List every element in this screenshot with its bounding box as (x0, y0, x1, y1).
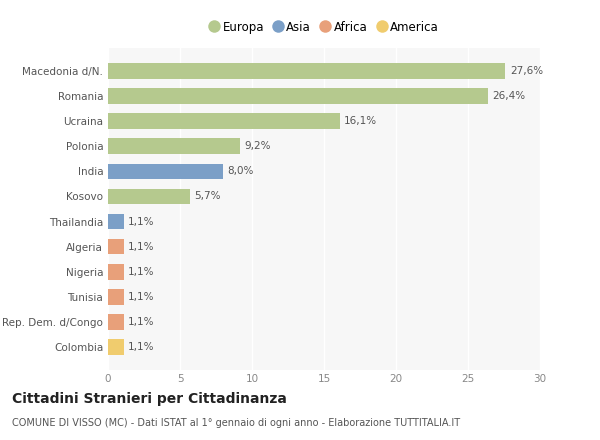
Text: 8,0%: 8,0% (227, 166, 254, 176)
Bar (108, 339, 124, 355)
Bar (108, 139, 241, 154)
Text: 1,1%: 1,1% (128, 342, 155, 352)
Text: COMUNE DI VISSO (MC) - Dati ISTAT al 1° gennaio di ogni anno - Elaborazione TUTT: COMUNE DI VISSO (MC) - Dati ISTAT al 1° … (12, 418, 460, 428)
Bar (108, 289, 124, 305)
Text: 1,1%: 1,1% (128, 267, 155, 277)
Text: 1,1%: 1,1% (128, 317, 155, 327)
Bar (108, 164, 223, 179)
Bar (108, 63, 505, 79)
Bar (108, 214, 124, 229)
Text: 27,6%: 27,6% (510, 66, 543, 76)
Bar (108, 314, 124, 330)
Text: 9,2%: 9,2% (245, 141, 271, 151)
Bar (108, 264, 124, 279)
Text: 1,1%: 1,1% (128, 216, 155, 227)
Text: 26,4%: 26,4% (493, 91, 526, 101)
Bar (108, 189, 190, 204)
Legend: Europa, Asia, Africa, America: Europa, Asia, Africa, America (207, 18, 441, 36)
Bar (108, 113, 340, 129)
Text: 1,1%: 1,1% (128, 242, 155, 252)
Text: 16,1%: 16,1% (344, 116, 377, 126)
Bar (108, 239, 124, 254)
Text: 1,1%: 1,1% (128, 292, 155, 302)
Text: 5,7%: 5,7% (194, 191, 221, 202)
Text: Cittadini Stranieri per Cittadinanza: Cittadini Stranieri per Cittadinanza (12, 392, 287, 406)
Bar (108, 88, 488, 104)
